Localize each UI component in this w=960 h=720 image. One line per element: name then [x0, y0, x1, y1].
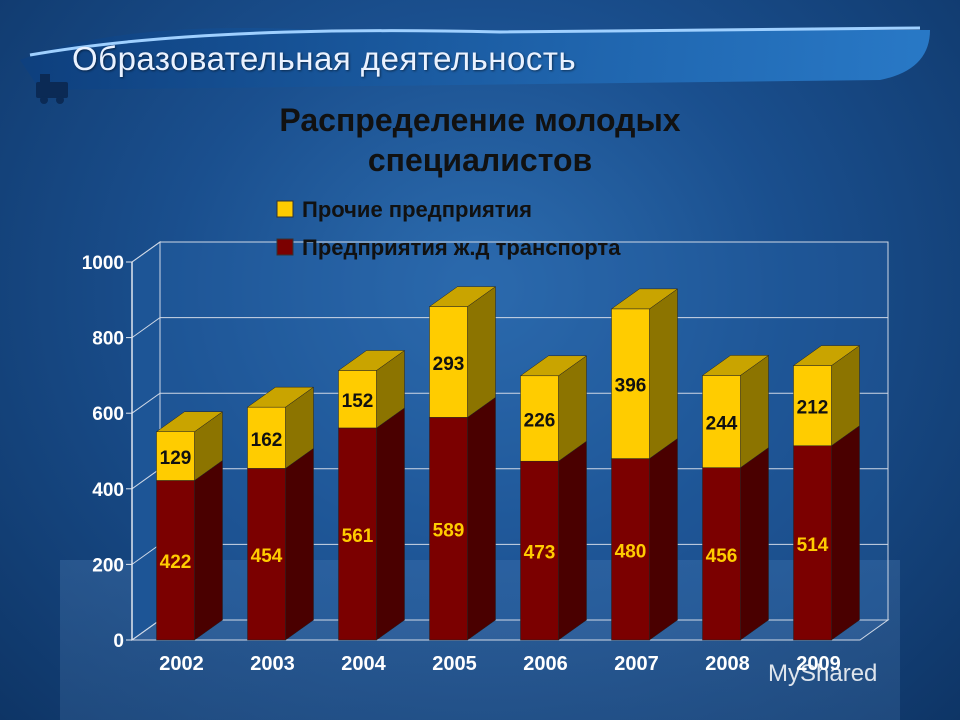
bar-other-top: [337, 350, 406, 371]
bar-rail-2003: [247, 468, 286, 641]
x-tick-label: 2006: [523, 653, 568, 675]
bar-other-top: [155, 411, 224, 432]
x-tick-label: 2009: [796, 653, 841, 675]
bar-rail-2005: [429, 417, 468, 641]
chart-side-wall: [131, 241, 161, 641]
bar-rail-side: [831, 425, 860, 641]
gridline: [131, 241, 888, 263]
legend-swatch: [276, 238, 294, 256]
x-tick-label: 2005: [432, 653, 477, 675]
x-tick-label: 2003: [250, 653, 295, 675]
bar-other-2007: [611, 308, 650, 459]
bar-rail-side: [649, 438, 678, 641]
bar-other-side: [467, 286, 496, 418]
header-banner: [20, 26, 930, 104]
bar-other-2009: [793, 365, 832, 446]
train-icon: [36, 74, 68, 104]
data-label: 480: [615, 541, 647, 562]
data-label: 422: [160, 552, 192, 573]
y-tick-label: 1000: [82, 253, 124, 274]
data-label: 152: [342, 391, 374, 412]
data-label: 396: [615, 376, 647, 397]
bar-rail-side: [467, 396, 496, 641]
data-label: 561: [342, 526, 374, 547]
x-tick-label: 2008: [705, 653, 750, 675]
data-label: 244: [706, 414, 738, 435]
bar-other-top: [428, 286, 497, 307]
chart-title: Распределение молодых специалистов: [180, 100, 780, 180]
bar-rail-2006: [520, 460, 559, 641]
data-label: 514: [797, 535, 829, 556]
bar-other-top: [701, 355, 770, 376]
bar-other-2003: [247, 406, 286, 469]
bar-rail-side: [376, 407, 405, 641]
y-tick-label: 800: [92, 329, 124, 350]
y-tick-label: 200: [92, 555, 124, 576]
legend-label: Прочие предприятия: [302, 197, 532, 222]
legend-label: Предприятия ж.д транспорта: [302, 235, 621, 260]
bar-other-side: [649, 288, 678, 460]
bar-rail-2004: [338, 427, 377, 641]
x-tick-label: 2004: [341, 653, 386, 675]
y-tick-label: 600: [92, 404, 124, 425]
data-label: 456: [706, 546, 738, 567]
bar-rail-side: [558, 440, 587, 641]
bar-other-2004: [338, 370, 377, 429]
data-label: 226: [524, 410, 556, 431]
data-label: 589: [433, 521, 465, 542]
bar-rail-side: [194, 459, 223, 641]
x-tick-label: 2002: [159, 653, 204, 675]
bar-other-2005: [429, 306, 468, 418]
bar-rail-2002: [156, 480, 195, 641]
legend-swatch: [276, 200, 294, 218]
bar-other-top: [792, 345, 861, 366]
y-tick-label: 400: [92, 480, 124, 501]
bar-rail-2009: [793, 445, 832, 641]
bar-rail-2007: [611, 458, 650, 641]
chart-title-line-2: специалистов: [367, 142, 593, 178]
data-label: 293: [433, 354, 465, 375]
data-label: 162: [251, 430, 283, 451]
banner-title: Образовательная деятельность: [72, 40, 577, 77]
watermark-logo: MyShared: [768, 660, 878, 687]
bar-other-top: [519, 355, 588, 377]
bar-other-top: [610, 288, 679, 310]
bar-rail-side: [285, 447, 314, 641]
chart-floor: [130, 619, 890, 641]
bar-rail-2008: [702, 467, 741, 641]
x-tick-label: 2007: [614, 653, 659, 675]
chart-title-line-1: Распределение молодых: [279, 102, 681, 138]
bar-other-top: [246, 386, 315, 408]
bar-rail-side: [740, 447, 769, 641]
data-label: 129: [160, 448, 192, 469]
bar-other-2008: [702, 375, 741, 468]
data-label: 473: [524, 543, 556, 564]
bar-other-2006: [520, 375, 559, 462]
data-label: 454: [251, 546, 283, 567]
y-tick-label: 0: [113, 631, 124, 652]
bar-other-2002: [156, 431, 195, 481]
data-label: 212: [797, 398, 829, 419]
